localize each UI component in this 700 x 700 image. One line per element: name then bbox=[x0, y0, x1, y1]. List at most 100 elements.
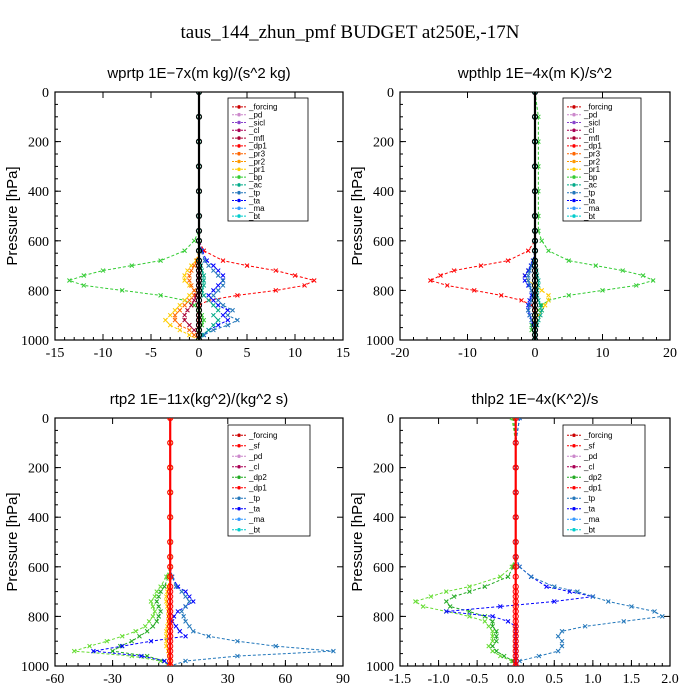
legend-box bbox=[562, 424, 646, 537]
y-tick-label: 800 bbox=[373, 610, 394, 625]
data-point bbox=[185, 268, 190, 273]
data-point bbox=[498, 293, 504, 298]
data-point bbox=[522, 273, 528, 278]
data-point bbox=[582, 623, 588, 629]
data-point bbox=[494, 628, 499, 634]
data-point bbox=[191, 332, 197, 338]
legend-label: _tp bbox=[583, 494, 596, 503]
data-point bbox=[81, 273, 87, 278]
legend-label: _ta bbox=[248, 196, 261, 205]
y-tick-label: 400 bbox=[373, 185, 394, 200]
y-tick-label: 400 bbox=[373, 511, 394, 526]
data-point bbox=[551, 599, 557, 604]
data-point bbox=[225, 312, 231, 318]
data-point bbox=[215, 273, 221, 278]
data-point bbox=[150, 623, 156, 629]
legend-marker bbox=[572, 214, 576, 218]
data-point bbox=[215, 268, 221, 273]
legend-marker bbox=[237, 527, 241, 532]
data-point bbox=[235, 653, 240, 659]
data-point bbox=[117, 643, 123, 649]
data-point bbox=[183, 589, 188, 594]
legend-marker bbox=[572, 120, 576, 125]
data-point bbox=[191, 297, 197, 303]
data-point bbox=[555, 648, 561, 654]
x-tick-label: 10 bbox=[288, 346, 302, 361]
data-point bbox=[167, 553, 174, 560]
data-point bbox=[531, 227, 539, 234]
data-point bbox=[225, 322, 231, 328]
data-point bbox=[513, 663, 519, 666]
legend-marker bbox=[572, 433, 576, 438]
legend-label: _bt bbox=[248, 526, 261, 535]
data-point bbox=[600, 288, 605, 293]
data-point bbox=[158, 584, 163, 589]
data-point bbox=[201, 283, 207, 288]
y-tick-label: 600 bbox=[28, 561, 49, 576]
data-point bbox=[467, 584, 472, 589]
legend-label: _pd bbox=[248, 452, 262, 461]
data-point bbox=[175, 584, 181, 589]
data-point bbox=[211, 293, 216, 298]
data-point bbox=[220, 302, 226, 308]
data-point bbox=[555, 633, 561, 639]
legend-marker bbox=[237, 214, 241, 218]
legend-label: _pr1 bbox=[583, 165, 601, 174]
data-point bbox=[201, 273, 207, 278]
data-point bbox=[505, 574, 511, 580]
data-point bbox=[173, 623, 179, 629]
data-point bbox=[187, 283, 192, 288]
data-point bbox=[413, 599, 418, 604]
data-point bbox=[652, 609, 657, 614]
series-line bbox=[174, 92, 200, 340]
data-point bbox=[167, 312, 173, 318]
legend-box bbox=[227, 424, 311, 537]
x-tick-label: 15 bbox=[336, 346, 350, 361]
legend: _forcing _sf_pd _cl_dp2 _dp1_tp _ta_ma _bt bbox=[227, 424, 311, 537]
data-point bbox=[142, 623, 148, 629]
data-point bbox=[273, 268, 279, 273]
data-point bbox=[497, 653, 503, 659]
data-point bbox=[490, 623, 495, 629]
legend-marker bbox=[572, 475, 576, 480]
data-point bbox=[182, 317, 187, 323]
data-point bbox=[182, 248, 187, 254]
data-point bbox=[525, 273, 531, 278]
x-tick-label: 1.0 bbox=[584, 672, 602, 687]
y-tick-label: 200 bbox=[373, 462, 394, 477]
legend-marker bbox=[572, 454, 576, 459]
data-point bbox=[428, 594, 434, 599]
data-point bbox=[531, 237, 539, 244]
legend-marker bbox=[237, 475, 241, 480]
y-tick-label: 1000 bbox=[366, 334, 394, 349]
legend-label: _forcing bbox=[583, 431, 612, 440]
data-point bbox=[146, 619, 152, 624]
data-point bbox=[451, 594, 457, 599]
legend-label: _dp1 bbox=[583, 484, 602, 493]
data-point bbox=[486, 623, 492, 629]
data-point bbox=[187, 278, 192, 283]
legend-label: _cl bbox=[248, 126, 259, 135]
legend-label: _forcing bbox=[248, 431, 277, 440]
data-point bbox=[67, 278, 72, 283]
data-point bbox=[71, 648, 77, 654]
data-point bbox=[187, 594, 192, 599]
legend-marker bbox=[237, 454, 241, 459]
data-point bbox=[590, 594, 596, 599]
data-point bbox=[206, 263, 211, 268]
y-tick-label: 600 bbox=[373, 235, 394, 250]
legend-label: _ma bbox=[583, 515, 600, 524]
data-point bbox=[195, 336, 203, 340]
data-point bbox=[494, 638, 499, 644]
x-tick-label: -15 bbox=[46, 346, 65, 361]
data-point bbox=[211, 312, 216, 318]
x-tick-label: 1.5 bbox=[623, 672, 641, 687]
legend-marker bbox=[237, 175, 241, 179]
data-point bbox=[467, 589, 472, 594]
data-point bbox=[244, 263, 250, 268]
data-point bbox=[536, 653, 542, 659]
data-point bbox=[201, 332, 207, 338]
legend-marker bbox=[572, 128, 576, 133]
legend-marker bbox=[572, 144, 576, 148]
series-line bbox=[445, 418, 517, 666]
